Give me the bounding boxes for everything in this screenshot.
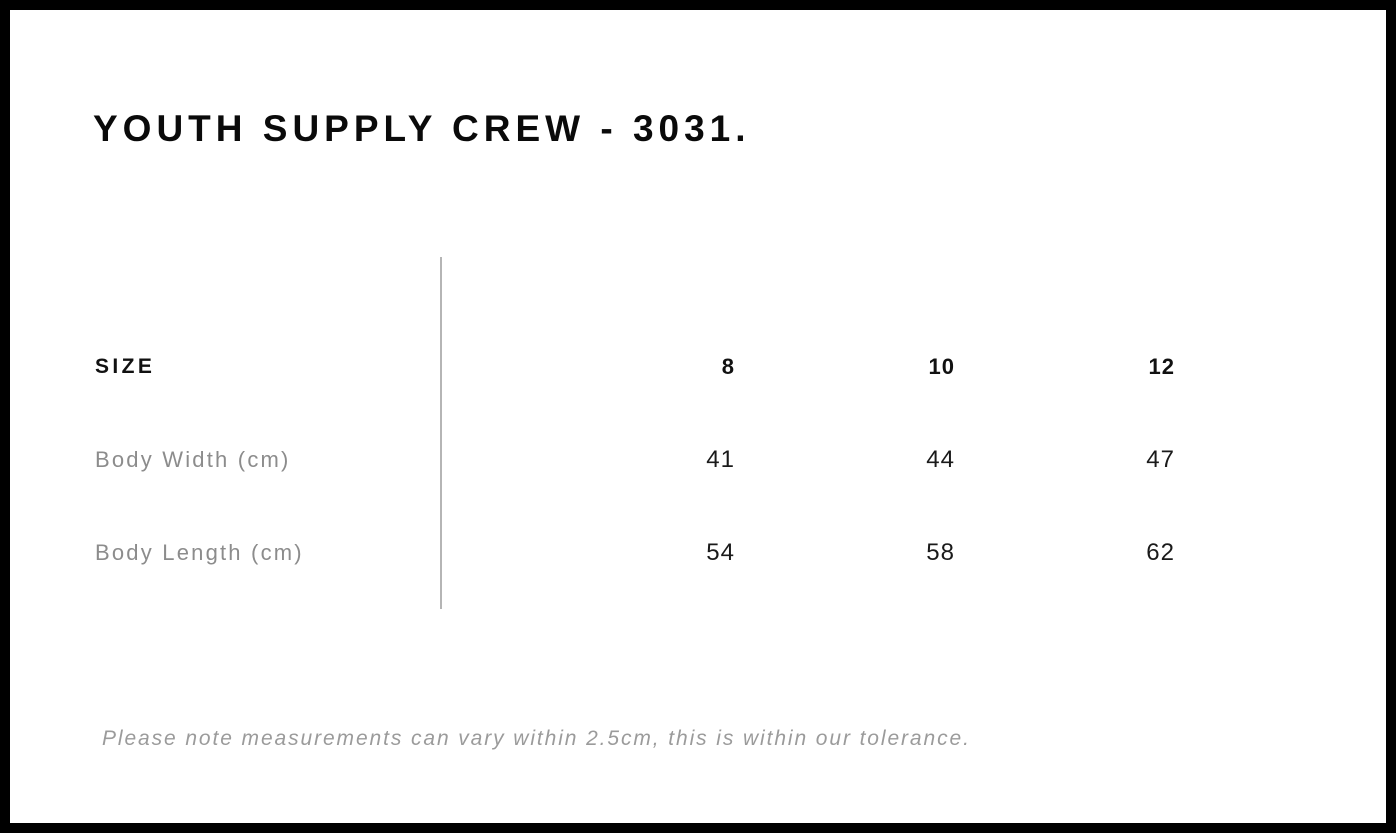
cell-body-width-size-8: 41 [706, 445, 735, 473]
table-header-size-8: 8 [721, 353, 735, 379]
size-chart-table-wrapper: SIZE 8 10 12 Body Width (cm) 41 44 47 Bo… [93, 320, 1193, 599]
row-label-body-width: Body Width (cm) [95, 446, 291, 472]
size-chart-table: SIZE 8 10 12 Body Width (cm) 41 44 47 Bo… [93, 320, 1193, 599]
table-row: Body Length (cm) 54 58 62 [93, 506, 1193, 599]
cell-body-length-size-10: 58 [926, 538, 955, 566]
size-chart-card: YOUTH SUPPLY CREW - 3031. SIZE 8 10 12 B… [10, 10, 1386, 823]
table-header-size-10: 10 [928, 353, 955, 379]
cell-body-length-size-8: 54 [706, 538, 735, 566]
table-row: Body Width (cm) 41 44 47 [93, 413, 1193, 506]
table-vertical-divider [440, 257, 442, 609]
cell-body-width-size-12: 47 [1146, 445, 1175, 473]
table-header-size-label: SIZE [95, 354, 156, 378]
page-title: YOUTH SUPPLY CREW - 3031. [93, 108, 751, 149]
row-label-body-length: Body Length (cm) [95, 539, 304, 565]
measurement-tolerance-note: Please note measurements can vary within… [102, 727, 971, 750]
table-header-size-12: 12 [1148, 353, 1175, 379]
table-header-row: SIZE 8 10 12 [93, 320, 1193, 413]
cell-body-width-size-10: 44 [926, 445, 955, 473]
cell-body-length-size-12: 62 [1146, 538, 1175, 566]
